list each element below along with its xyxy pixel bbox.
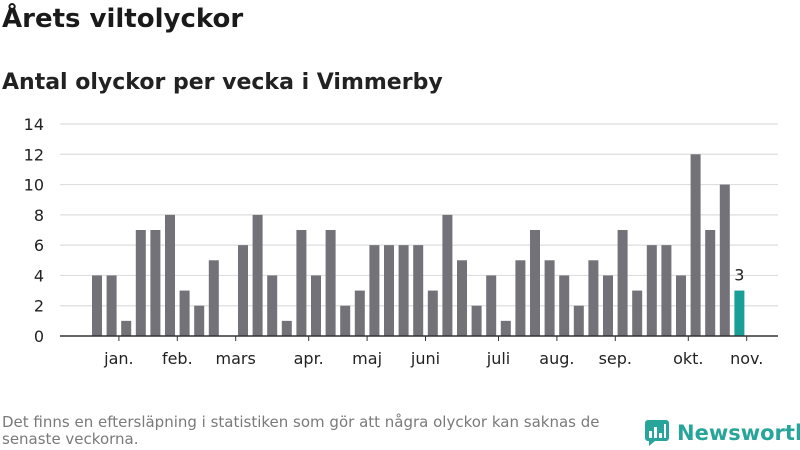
bar-chart: 0 2 4 6 8 10 12 14 3 jan. feb. mars apr. maj juni juli a…	[24, 115, 778, 368]
month-label: feb.	[162, 349, 193, 368]
bar	[354, 290, 365, 336]
bar	[676, 275, 686, 336]
chart-title: Årets viltolyckor	[2, 4, 244, 34]
bar	[179, 290, 190, 336]
bar	[165, 214, 175, 336]
bar	[427, 290, 438, 336]
y-tick-label: 0	[34, 327, 44, 346]
bar	[573, 305, 584, 336]
bar	[311, 275, 321, 336]
y-tick-label: 8	[34, 206, 44, 225]
bar	[238, 245, 248, 336]
month-label: nov.	[730, 349, 763, 368]
y-tick-label: 4	[34, 266, 44, 285]
bar	[690, 154, 701, 336]
bar	[603, 275, 613, 336]
y-tick-label: 2	[34, 297, 44, 316]
bar	[208, 260, 219, 336]
brand-name: Newsworthy	[677, 421, 800, 445]
month-label: jan.	[103, 349, 133, 368]
month-label: juni	[410, 349, 440, 368]
month-label: sep.	[599, 349, 632, 368]
bar	[150, 230, 161, 336]
bar	[646, 245, 657, 336]
bar	[471, 305, 482, 336]
month-label: apr.	[294, 349, 324, 368]
bar	[252, 214, 263, 336]
bar	[719, 184, 730, 336]
bar	[267, 275, 278, 336]
bar	[384, 245, 394, 336]
newsworthy-logo-icon	[645, 420, 669, 446]
last-value-label: 3	[734, 266, 744, 285]
bar	[325, 230, 336, 336]
bar	[194, 305, 205, 336]
month-label: okt.	[673, 349, 703, 368]
bar	[281, 320, 292, 336]
bar	[705, 230, 716, 336]
bar	[530, 230, 540, 336]
bar	[486, 275, 497, 336]
month-label: mars	[216, 349, 256, 368]
chart-subtitle: Antal olyckor per vecka i Vimmerby	[2, 70, 443, 95]
brand: Newsworthy	[645, 420, 800, 446]
bar	[544, 260, 555, 336]
bar	[500, 320, 511, 336]
bar	[515, 260, 526, 336]
bar	[135, 230, 146, 336]
month-label: maj	[352, 349, 382, 368]
bar	[398, 245, 409, 336]
bar	[588, 260, 599, 336]
bar	[413, 245, 424, 336]
y-tick-label: 6	[34, 236, 44, 255]
bar-current-week	[734, 290, 745, 336]
bar	[106, 275, 117, 336]
bar	[617, 230, 628, 336]
footnote: Det finns en eftersläpning i statistiken…	[2, 413, 600, 448]
bar	[369, 245, 380, 336]
bar	[661, 245, 672, 336]
month-label: aug.	[539, 349, 574, 368]
bar	[340, 305, 351, 336]
bar	[457, 260, 467, 336]
y-tick-label: 12	[24, 145, 44, 164]
y-tick-label: 10	[24, 176, 44, 195]
bar	[632, 290, 643, 336]
bar	[121, 320, 132, 336]
bar	[559, 275, 570, 336]
bar	[442, 214, 453, 336]
bar	[92, 275, 102, 336]
bar	[296, 230, 307, 336]
y-tick-label: 14	[24, 115, 44, 134]
month-label: juli	[486, 349, 510, 368]
